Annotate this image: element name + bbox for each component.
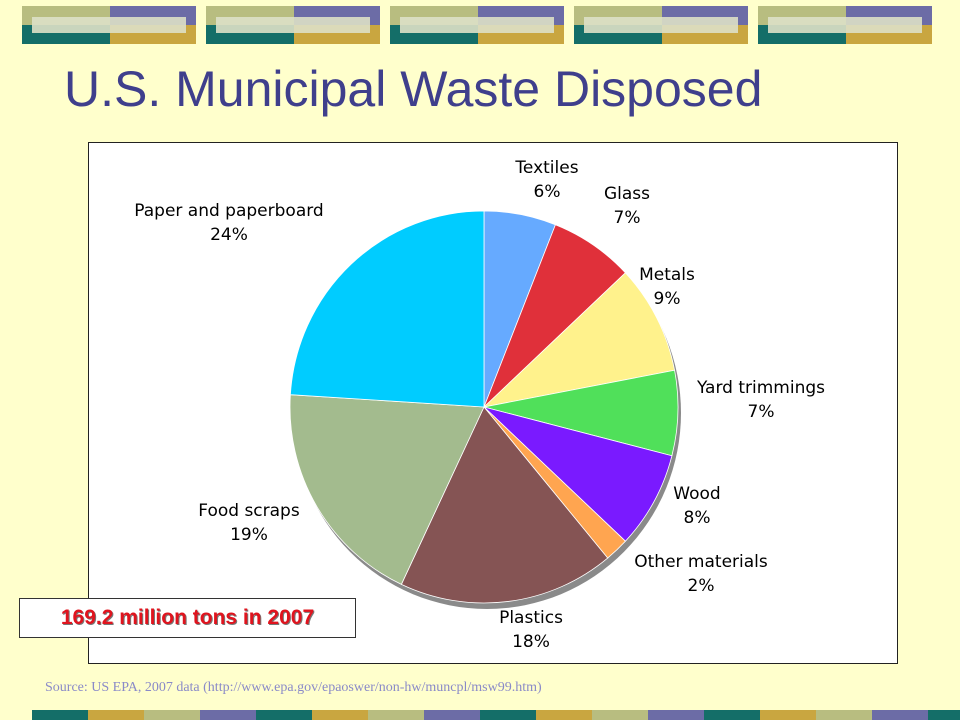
slice-label-plastics: Plastics: [499, 608, 563, 628]
slice-value-yard-trimmings: 7%: [748, 402, 775, 422]
slice-value-other-materials: 2%: [688, 576, 715, 596]
slice-label-yard-trimmings: Yard trimmings: [696, 378, 825, 398]
decorative-stripe: [536, 710, 592, 720]
decorative-stripe: [88, 710, 144, 720]
decorative-block: [758, 6, 932, 44]
decorative-block: [206, 6, 380, 44]
decorative-stripe: [256, 710, 312, 720]
decorative-stripe: [648, 710, 704, 720]
slice-value-glass: 7%: [614, 208, 641, 228]
decorative-stripe: [200, 710, 256, 720]
decorative-stripe: [928, 710, 960, 720]
decorative-stripe: [312, 710, 368, 720]
decorative-stripe: [480, 710, 536, 720]
total-tons-callout: 169.2 million tons in 2007: [19, 598, 356, 638]
slice-label-food-scraps: Food scraps: [198, 501, 300, 521]
decorative-stripe: [592, 710, 648, 720]
pie-chart: Textiles 6% Glass 7% Metals 9% Yard trimmings 7…: [88, 142, 898, 664]
slice-label-metals: Metals: [639, 265, 695, 285]
slice-value-wood: 8%: [684, 508, 711, 528]
slice-label-other-materials: Other materials: [634, 552, 768, 572]
slice-label-textiles: Textiles: [514, 158, 578, 178]
pie-slice-food-scraps: [289, 394, 485, 585]
pie-slice-paper-and-paperboard: [289, 210, 485, 408]
decorative-stripe: [368, 710, 424, 720]
decorative-stripe: [704, 710, 760, 720]
decorative-block: [390, 6, 564, 44]
slice-value-paper-and-paperboard: 24%: [210, 225, 248, 245]
bottom-decorative-band: [0, 710, 960, 720]
slice-label-glass: Glass: [604, 184, 650, 204]
decorative-stripe: [760, 710, 816, 720]
slice-value-plastics: 18%: [512, 632, 550, 652]
top-decorative-band: [0, 6, 960, 46]
pie-slice-wood: [483, 406, 673, 542]
pie-chart-svg: Textiles 6% Glass 7% Metals 9% Yard trimmings 7…: [134, 158, 825, 652]
slice-value-metals: 9%: [654, 289, 681, 309]
decorative-block: [22, 6, 196, 44]
pie-slice-plastics: [400, 406, 609, 604]
decorative-stripe: [424, 710, 480, 720]
slide-title: U.S. Municipal Waste Disposed: [64, 61, 763, 117]
decorative-stripe: [144, 710, 200, 720]
slice-value-textiles: 6%: [534, 182, 561, 202]
decorative-block: [574, 6, 748, 44]
decorative-stripe: [32, 710, 88, 720]
decorative-stripe: [816, 710, 872, 720]
slice-label-paper-and-paperboard: Paper and paperboard: [134, 201, 323, 221]
slice-value-food-scraps: 19%: [230, 525, 268, 545]
pie-slice-metals: [482, 272, 676, 408]
slice-label-wood: Wood: [673, 484, 720, 504]
decorative-stripe: [872, 710, 928, 720]
source-citation: Source: US EPA, 2007 data (http://www.ep…: [45, 680, 542, 695]
